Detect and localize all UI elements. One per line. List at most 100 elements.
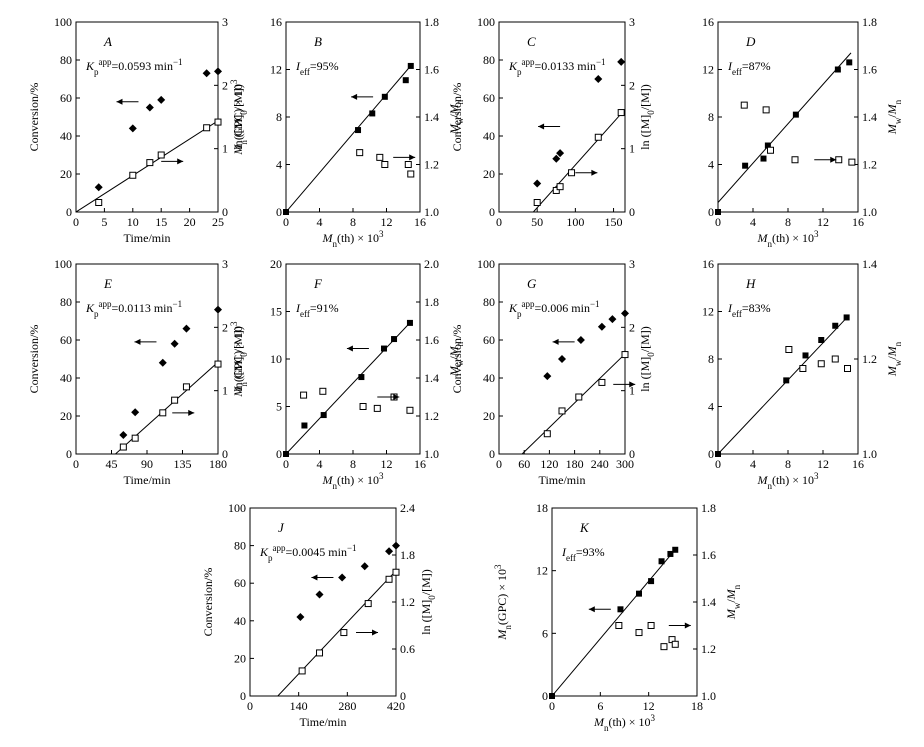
panel-G: 0 60 120 180 240 3000204060801000123GKpapp=0.… [450,257,656,487]
x-tick-label: 8 [350,215,356,229]
fit-line [552,547,678,696]
x-tick-label: 16 [414,215,426,229]
x-tick-label: 0 [73,215,79,229]
data-point-square-open [552,186,560,194]
fit-line [115,361,218,454]
x-tick-label: 4 [750,457,756,471]
y2-tick-label: 2 [222,320,228,334]
panel-annotation: Ieff=91% [295,301,339,319]
arrow-left-head [134,338,141,345]
panel-title: F [313,276,323,291]
y-tick-label: 4 [708,400,714,414]
y-tick-label: 0 [276,447,282,461]
x-tick-label: 8 [350,457,356,471]
data-point-square-open [558,407,566,415]
fit-line [532,109,625,212]
arrow-left-head [311,574,318,581]
plot-frame [285,21,421,213]
data-point-square-open [373,404,381,412]
data-point-square-filled [783,377,790,384]
data-point-diamond [608,315,617,324]
x-tick-label: 16 [852,457,864,471]
data-point-square-open [340,629,348,637]
data-point-square-open [831,355,839,363]
data-point-square-open [171,396,179,404]
panel-title: D [745,34,756,49]
data-point-square-open [182,383,190,391]
y-tick-label: 80 [483,53,495,67]
panel-title: E [103,276,112,291]
y2-tick-label: 0.6 [400,642,415,656]
y2-tick-label: 1.6 [862,63,877,77]
y2-tick-label: 1.8 [424,295,439,309]
data-point-diamond [617,57,626,66]
x-tick-label: 0 [715,215,721,229]
plot-frame [498,21,626,213]
arrow-right-head [188,409,195,416]
y-tick-label: 0 [276,205,282,219]
x-tick-label: 0 [715,457,721,471]
y-tick-label: 10 [270,352,282,366]
y2-tick-label: 1.4 [701,595,716,609]
fit-line [718,314,850,454]
panel-A: 0 5 10 15 20 250204060801000123AKpapp=0.0593 … [27,15,249,245]
x-tick-label: 5 [101,215,107,229]
y-tick-label: 60 [234,576,246,590]
plot-frame [498,263,626,455]
y-axis-label: Conversion/% [27,325,41,394]
data-point-square-filled [715,451,721,457]
x-tick-label: 150 [605,215,623,229]
data-point-square-open [385,575,393,583]
data-point-square-open [785,346,793,353]
panel-C: 0 50 100 150 0 20 40 60 80 100 0 1 2 3 C Kpapp=0.0133 m… [450,15,656,229]
y-tick-label: 8 [708,110,714,124]
data-point-square-filled [792,111,799,118]
x-axis-label: Time/min [300,715,347,729]
y-tick-label: 5 [276,400,282,414]
x-tick-label: 12 [381,457,393,471]
y2-axis-label: Mw/Mn [724,584,742,620]
data-point-square-open [621,351,629,359]
x-tick-label: 18 [691,699,703,713]
x-tick-label: 8 [785,457,791,471]
panel-title: A [103,34,112,49]
panel-annotation: Ieff=93% [561,545,605,563]
data-point-square-open [791,156,799,164]
x-tick-label: 10 [127,215,139,229]
data-point-square-open [767,146,774,154]
data-point-diamond [315,590,324,599]
data-point-square-open [817,360,825,368]
data-point-square-filled [843,314,850,321]
data-point-square-open [406,406,414,414]
y2-axis-label: ln ([M]0/[M]) [231,326,249,392]
x-tick-label: 0 [496,215,502,229]
x-axis-label: Time/min [539,473,586,487]
data-point-square-filled [672,546,679,553]
panel-title: J [278,520,285,535]
data-point-square-filled [301,422,308,429]
x-axis-label: Mn(th) × 103 [756,471,819,491]
data-point-diamond [158,358,167,367]
panel-annotation: Ieff=95% [295,59,339,77]
x-tick-label: 50 [531,215,543,229]
y2-tick-label: 2 [629,320,635,334]
data-point-square-open [407,170,415,178]
x-tick-label: 45 [106,457,118,471]
y2-axis-label: Mw/Mn [885,341,903,377]
plot-frame [249,507,397,697]
y-axis-label: Mn(GPC) × 103 [229,321,249,398]
y-tick-label: 0 [708,205,714,219]
y-tick-label: 20 [234,651,246,665]
y-tick-label: 0 [708,447,714,461]
data-point-square-filled [832,322,839,329]
data-point-square-open [300,391,308,399]
y-tick-label: 100 [54,257,72,271]
data-point-square-open [364,600,372,608]
data-point-diamond [594,75,603,83]
x-tick-label: 0 [549,699,555,713]
y2-tick-label: 1.4 [862,110,877,124]
data-point-diamond [558,355,566,363]
panel-annotation: Kpapp=0.006 min−1 [508,299,600,319]
plot-frame [75,21,219,213]
data-point-square-open [129,171,137,179]
